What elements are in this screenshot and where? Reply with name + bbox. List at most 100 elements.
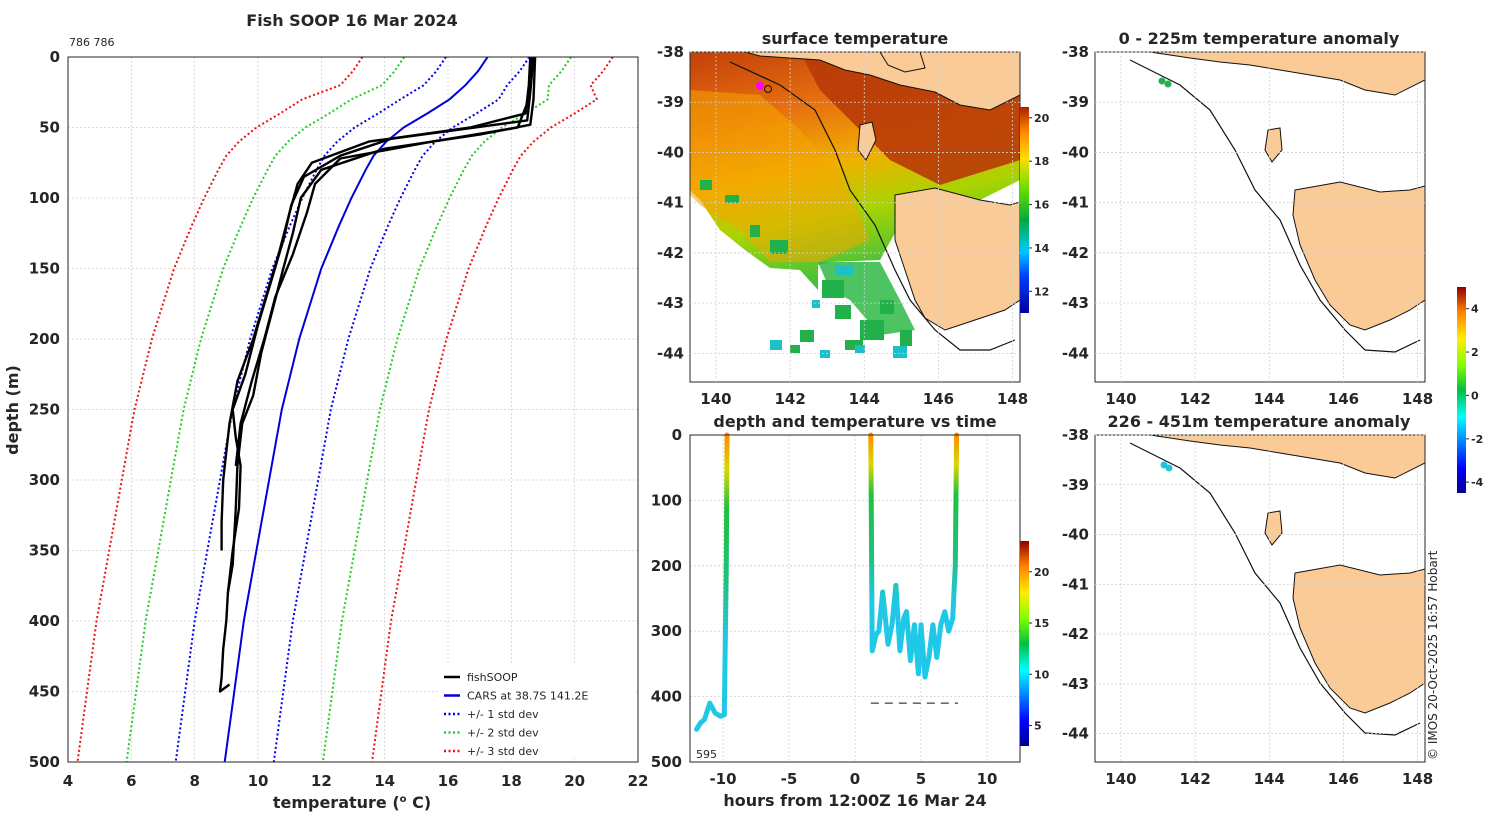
profile-x-tick-label: 20	[564, 772, 585, 790]
profile-x-label: temperature (o C)	[273, 793, 431, 812]
depth-time-x-tick-label: -10	[709, 770, 736, 788]
depth-time-annotation: 595	[696, 748, 717, 761]
anomaly-colorbar	[1457, 287, 1466, 493]
map-lat-tick: -40	[657, 143, 684, 161]
anomaly-lower-title: 226 - 451m temperature anomaly	[1108, 412, 1411, 431]
profile-y-tick-label: 0	[50, 48, 60, 66]
profile-y-tick-label: 500	[29, 753, 60, 771]
map-lat-tick: -42	[1062, 244, 1089, 262]
profile-legend: fishSOOP CARS at 38.7S 141.2E +/- 1 std de…	[438, 664, 634, 758]
depth-time-title: depth and temperature vs time	[713, 412, 996, 431]
cars-climatology-line	[223, 56, 489, 763]
anomaly-lower-map: 226 - 451m temperature anomaly 140 142 144…	[1062, 412, 1433, 788]
fishsoop-cast-line	[226, 56, 535, 593]
legend-label: +/- 2 std dev	[467, 727, 539, 740]
profile-x-tick-label: 14	[374, 772, 395, 790]
sst-colorbar-label: 16	[1034, 199, 1050, 212]
profile-y-tick-label: 100	[29, 189, 60, 207]
sst-colorbar-label: 12	[1034, 285, 1049, 298]
map-lat-tick: -39	[1062, 476, 1089, 494]
map-lat-tick: -39	[1062, 93, 1089, 111]
profile-y-label: depth (m)	[3, 365, 22, 455]
depth-time-chart: depth and temperature vs time -10 -5 0 5 10 …	[651, 412, 1050, 810]
map-lat-tick: -38	[1062, 43, 1089, 61]
map-lat-tick: -41	[1062, 575, 1089, 593]
profile-x-tick-label: 22	[628, 772, 649, 790]
map-lon-tick: 144	[1254, 770, 1285, 788]
anomaly-lower-ticks: 140 142 144 146 148 -38 -39 -40 -41 -42 -43 -44	[1062, 426, 1433, 788]
profile-x-tick-label: 6	[126, 772, 136, 790]
profile-chart: Fish SOOP 16 Mar 2024 786 786 4 6 8 10 12 14 1…	[3, 11, 648, 812]
sst-colorbar-label: 18	[1034, 155, 1049, 168]
map-lat-tick: -40	[1062, 143, 1089, 161]
sst-map-ticks: 140 142 144 146 148 -38 -39 -40 -41 -42 -43 -44	[657, 43, 1028, 408]
map-lat-tick: -40	[1062, 526, 1089, 544]
depth-time-x-tick-label: -5	[781, 770, 798, 788]
depth-time-colorbar-label: 15	[1034, 617, 1049, 630]
profile-x-ticks: 4 6 8 10 12 14 16 18 20 22	[63, 772, 649, 790]
profile-y-tick-label: 250	[29, 401, 60, 419]
map-lat-tick: -38	[1062, 426, 1089, 444]
depth-time-x-label: hours from 12:00Z 16 Mar 24	[723, 791, 986, 810]
profile-y-tick-label: 350	[29, 542, 60, 560]
profile-y-tick-label: 400	[29, 612, 60, 630]
map-lon-tick: 148	[1402, 390, 1433, 408]
sst-map-title: surface temperature	[762, 29, 949, 48]
depth-time-x-tick-label: 10	[977, 770, 998, 788]
anomaly-upper-ticks: 140 142 144 146 148 -38 -39 -40 -41 -42 -43 -44	[1062, 43, 1433, 408]
depth-time-x-tick-label: 0	[850, 770, 860, 788]
anomaly-colorbar-ticks: 4 2 0 -2 -4	[1466, 303, 1484, 489]
map-lat-tick: -38	[657, 43, 684, 61]
depth-time-y-tick-label: 300	[651, 622, 682, 640]
map-lat-tick: -42	[1062, 625, 1089, 643]
profile-chart-title: Fish SOOP 16 Mar 2024	[246, 11, 457, 30]
profile-std-lines	[76, 56, 614, 763]
fishsoop-cast-line	[234, 56, 534, 467]
map-lon-tick: 144	[1254, 390, 1285, 408]
map-lat-tick: -42	[657, 244, 684, 262]
anomaly-colorbar-label: -2	[1471, 433, 1483, 446]
map-lon-tick: 142	[1179, 390, 1210, 408]
anomaly-colorbar-label: 4	[1471, 303, 1479, 316]
map-lon-tick: 146	[923, 390, 954, 408]
map-lat-tick: -39	[657, 93, 684, 111]
std-dev-2-line	[321, 56, 572, 763]
depth-time-x-ticks: -10 -5 0 5 10	[709, 770, 997, 788]
map-lon-tick: 142	[774, 390, 805, 408]
depth-time-y-tick-label: 100	[651, 491, 682, 509]
anomaly-colorbar-label: 0	[1471, 389, 1479, 402]
map-lon-tick: 148	[997, 390, 1028, 408]
depth-time-y-tick-label: 500	[651, 753, 682, 771]
sst-map: surface temperature	[657, 29, 1050, 408]
fishsoop-casts	[218, 56, 537, 693]
sst-colorbar	[1020, 107, 1029, 313]
map-lat-tick: -44	[1062, 725, 1089, 743]
imos-credit: © IMOS 20-Oct-2025 16:57 Hobart	[1426, 550, 1440, 760]
fishsoop-cast-line	[220, 56, 532, 551]
anomaly-colorbar-label: -4	[1471, 476, 1484, 489]
depth-time-trace	[694, 432, 730, 732]
profile-axes-frame	[67, 56, 639, 763]
profile-x-tick-label: 4	[63, 772, 73, 790]
profile-x-tick-label: 16	[438, 772, 459, 790]
profile-y-tick-label: 150	[29, 260, 60, 278]
depth-time-trace	[868, 432, 960, 680]
map-lon-tick: 148	[1402, 770, 1433, 788]
depth-time-y-tick-label: 200	[651, 557, 682, 575]
vessel-position-marker	[756, 82, 764, 90]
map-lat-tick: -41	[1062, 194, 1089, 212]
std-dev-3-line	[371, 56, 614, 763]
depth-time-y-ticks: 0 100 200 300 400 500	[651, 426, 682, 771]
depth-time-y-tick-label: 0	[672, 426, 682, 444]
legend-label: +/- 3 std dev	[467, 745, 539, 758]
map-lat-tick: -44	[1062, 344, 1089, 362]
map-lon-tick: 146	[1328, 770, 1359, 788]
map-lon-tick: 140	[1105, 390, 1136, 408]
map-lat-tick: -43	[1062, 294, 1089, 312]
profile-x-tick-label: 8	[189, 772, 199, 790]
profile-x-tick-label: 10	[248, 772, 269, 790]
profile-x-tick-label: 18	[501, 772, 522, 790]
depth-time-y-tick-label: 400	[651, 688, 682, 706]
depth-time-x-tick-label: 5	[916, 770, 926, 788]
anomaly-upper-point	[1158, 77, 1166, 85]
